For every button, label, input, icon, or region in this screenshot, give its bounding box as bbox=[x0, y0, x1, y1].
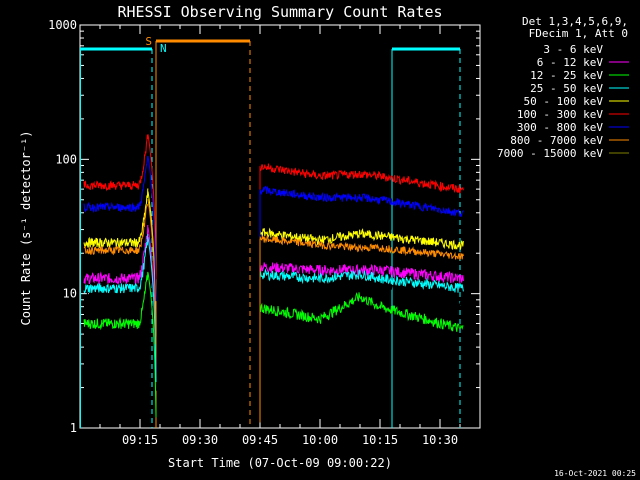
legend-label-8: 7000 - 15000 keV bbox=[497, 147, 603, 160]
night-label: N bbox=[160, 42, 167, 55]
legend-label-3: 25 - 50 keV bbox=[530, 82, 603, 95]
series-line-2-pre bbox=[83, 271, 149, 331]
series-line-6-post bbox=[259, 185, 464, 217]
series-line-5-dip bbox=[147, 134, 157, 280]
legend-label-2: 12 - 25 keV bbox=[530, 69, 603, 82]
saa-label: S bbox=[145, 35, 152, 48]
series-line-2-dip bbox=[147, 272, 157, 418]
legend: Det 1,3,4,5,6,9, FDecim 1, Att 0 3 - 6 k… bbox=[497, 15, 629, 160]
series-line-4-post bbox=[259, 227, 464, 251]
series-line-6-dip bbox=[147, 156, 157, 302]
series-line-2-post bbox=[259, 292, 464, 332]
x-tick-label: 09:30 bbox=[182, 433, 218, 447]
series-line-3-dip bbox=[147, 236, 157, 383]
y-tick-label: 1 bbox=[70, 421, 77, 435]
x-tick-label: 10:30 bbox=[422, 433, 458, 447]
x-tick-label: 09:15 bbox=[122, 433, 158, 447]
y-axis-label: Count Rate (s⁻¹ detector⁻¹) bbox=[19, 130, 33, 325]
x-axis: 09:15 09:30 09:45 10:00 10:15 10:30 bbox=[99, 25, 461, 447]
x-tick-label: 10:00 bbox=[302, 433, 338, 447]
y-tick-label: 1000 bbox=[48, 18, 77, 32]
chart-title: RHESSI Observing Summary Count Rates bbox=[117, 3, 442, 21]
series-line-7-post bbox=[259, 235, 464, 261]
legend-label-6: 300 - 800 keV bbox=[517, 121, 603, 134]
series-line-5-post bbox=[259, 163, 464, 194]
series-line-3-post bbox=[259, 268, 464, 293]
x-axis-label: Start Time (07-Oct-09 09:00:22) bbox=[168, 456, 392, 470]
y-tick-label: 10 bbox=[63, 287, 77, 301]
generation-timestamp: 16-Oct-2021 00:25 bbox=[554, 469, 636, 478]
legend-label-1: 6 - 12 keV bbox=[537, 56, 604, 69]
x-tick-label: 10:15 bbox=[362, 433, 398, 447]
legend-header-line-1: Det 1,3,4,5,6,9, bbox=[522, 15, 628, 28]
series-line-0-pre bbox=[83, 248, 149, 304]
series-line-1-pre bbox=[83, 224, 149, 285]
y-tick-label: 100 bbox=[55, 152, 77, 166]
series-line-6-pre bbox=[83, 155, 149, 213]
series-line-7-pre bbox=[83, 204, 149, 256]
series-line-0-post bbox=[259, 273, 464, 307]
series-line-7-dip bbox=[147, 199, 157, 345]
series-group bbox=[83, 134, 464, 423]
legend-label-4: 50 - 100 keV bbox=[524, 95, 604, 108]
legend-label-5: 100 - 300 keV bbox=[517, 108, 603, 121]
series-line-3-pre bbox=[83, 234, 149, 294]
legend-label-7: 800 - 7000 keV bbox=[510, 134, 603, 147]
x-tick-label: 09:45 bbox=[242, 433, 278, 447]
legend-label-0: 3 - 6 keV bbox=[543, 43, 603, 56]
series-line-4-pre bbox=[83, 188, 149, 249]
legend-header-line-2: FDecim 1, Att 0 bbox=[529, 27, 628, 40]
series-line-5-pre bbox=[83, 134, 149, 192]
